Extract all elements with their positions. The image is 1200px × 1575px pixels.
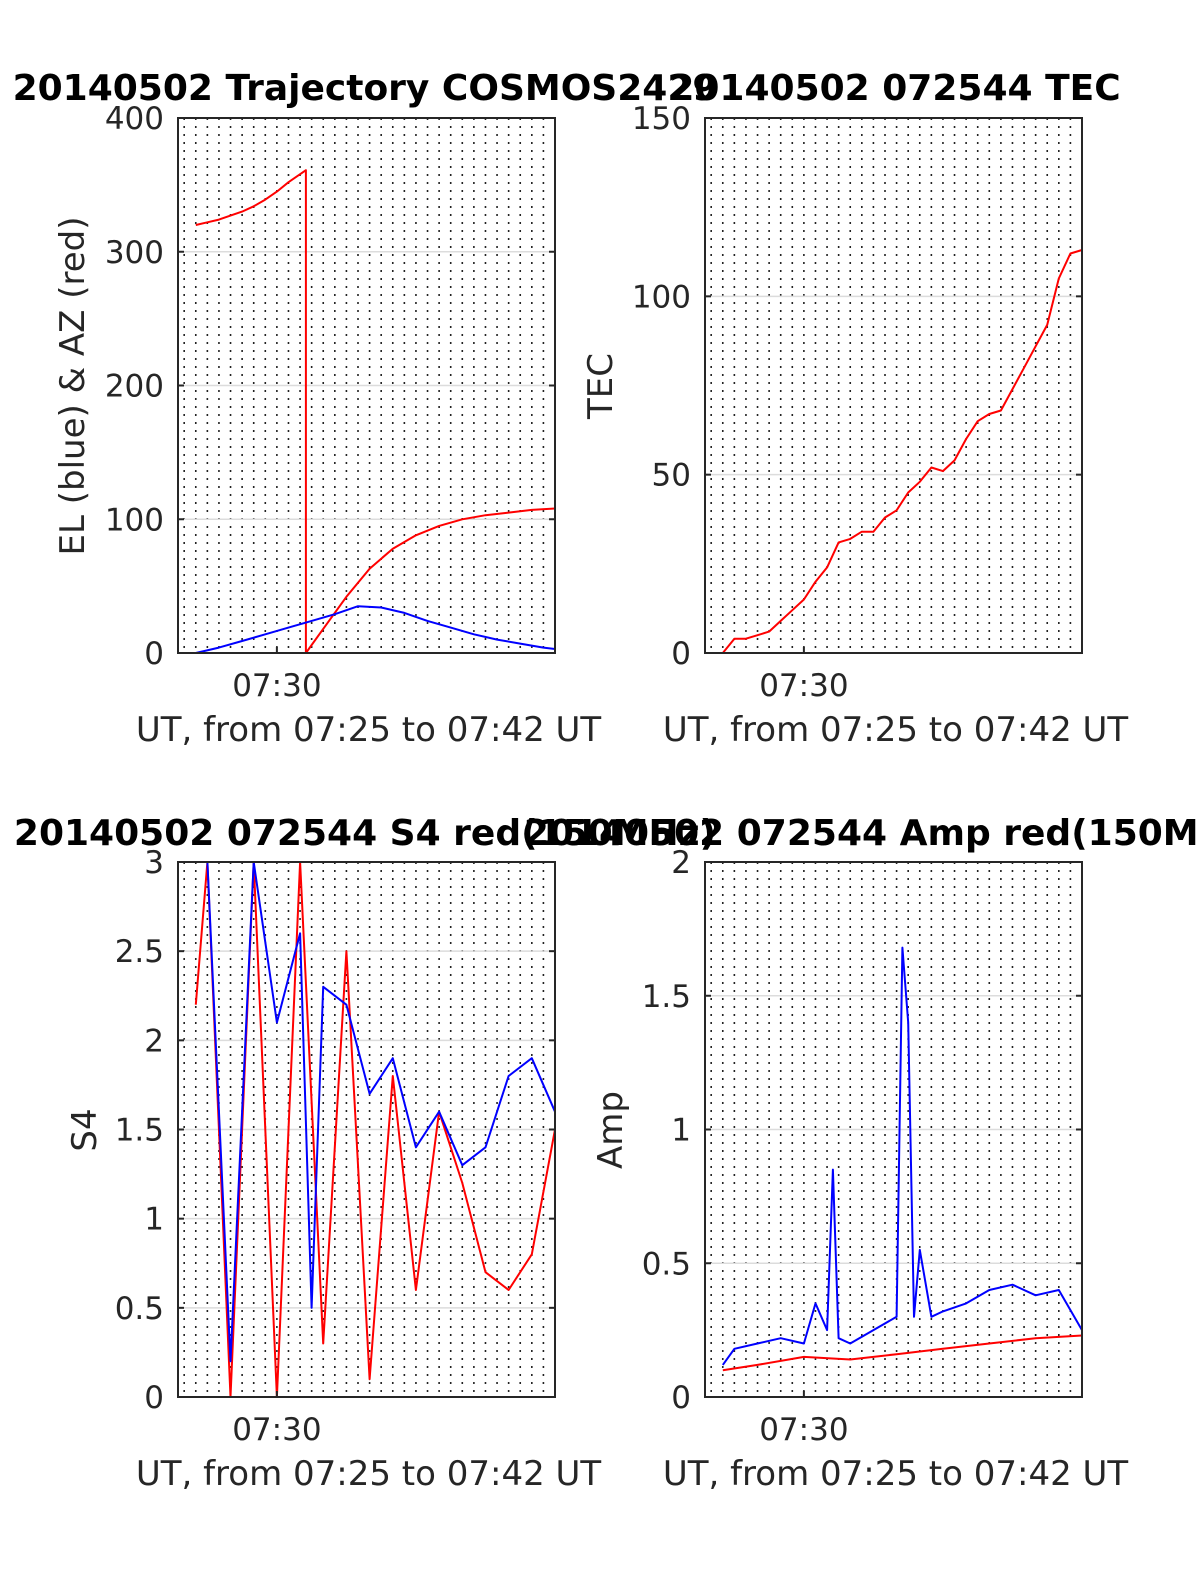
s4-x-ticks: 07:30 xyxy=(232,1391,322,1448)
y-tick-label: 0 xyxy=(144,1380,164,1416)
amp-plot-area xyxy=(721,946,1083,1372)
trajectory-x-axis-label: UT, from 07:25 to 07:42 UT xyxy=(136,710,602,750)
y-tick-label: 100 xyxy=(632,279,691,315)
series-line-1 xyxy=(195,605,556,654)
tec-panel: 0 50 100 150 07:30 20140502 072544 TEC UT, … xyxy=(581,68,1128,750)
s4-plot-area xyxy=(194,861,556,1398)
y-tick-label: 2.5 xyxy=(115,934,164,970)
tec-x-ticks: 07:30 xyxy=(759,647,849,704)
s4-panel: 0 0.5 1 1.5 2 2.5 3 07:30 20140502 072544 S4 r… xyxy=(14,813,716,1494)
y-tick-label: 300 xyxy=(105,235,164,271)
x-tick-label: 07:30 xyxy=(759,668,848,704)
x-tick-label: 07:30 xyxy=(232,1412,321,1448)
y-tick-label: 1 xyxy=(144,1202,164,1238)
y-tick-label: 0 xyxy=(671,636,691,672)
tec-y-axis-label: TEC xyxy=(581,353,621,420)
x-tick-label: 07:30 xyxy=(232,668,321,704)
y-tick-label: 2 xyxy=(671,845,691,881)
y-tick-label: 1 xyxy=(671,1113,691,1149)
y-tick-label: 400 xyxy=(105,101,164,137)
y-tick-label: 1.5 xyxy=(642,979,691,1015)
amp-panel: 0 0.5 1 1.5 2 07:30 20140502 072544 Amp red(… xyxy=(524,813,1200,1494)
y-tick-label: 150 xyxy=(632,101,691,137)
amp-grid xyxy=(705,861,1082,1398)
y-tick-label: 50 xyxy=(652,458,691,494)
s4-y-axis-label: S4 xyxy=(65,1108,105,1151)
s4-title: 20140502 072544 S4 red(150MHz) xyxy=(14,813,716,854)
tec-x-axis-label: UT, from 07:25 to 07:42 UT xyxy=(663,710,1129,750)
series-line-1 xyxy=(721,946,1083,1366)
tec-title: 20140502 072544 TEC xyxy=(669,68,1120,109)
amp-title: 20140502 072544 Amp red(150MHz) xyxy=(524,813,1200,854)
y-tick-label: 0 xyxy=(144,636,164,672)
amp-y-axis-label: Amp xyxy=(591,1091,631,1169)
trajectory-y-ticks: 0 100 200 300 400 xyxy=(105,101,555,672)
amp-x-axis-label: UT, from 07:25 to 07:42 UT xyxy=(663,1454,1129,1494)
y-tick-label: 200 xyxy=(105,369,164,405)
tec-axes-frame xyxy=(704,117,1083,654)
trajectory-title: 20140502 Trajectory COSMOS2429 xyxy=(13,68,718,109)
y-tick-label: 0.5 xyxy=(115,1291,164,1327)
series-line-1 xyxy=(195,861,556,1363)
tec-plot-area xyxy=(722,249,1083,654)
y-tick-label: 2 xyxy=(144,1023,164,1059)
series-line-0 xyxy=(722,1334,1083,1372)
y-tick-label: 0 xyxy=(671,1380,691,1416)
s4-grid xyxy=(178,861,555,1398)
amp-y-ticks: 0 0.5 1 1.5 2 xyxy=(642,845,1082,1416)
y-tick-label: 0.5 xyxy=(642,1246,691,1282)
y-tick-label: 3 xyxy=(144,845,164,881)
tec-y-ticks: 0 50 100 150 xyxy=(632,101,1082,672)
s4-x-axis-label: UT, from 07:25 to 07:42 UT xyxy=(136,1454,602,1494)
y-tick-label: 1.5 xyxy=(115,1113,164,1149)
s4-y-ticks: 0 0.5 1 1.5 2 2.5 3 xyxy=(115,845,555,1416)
trajectory-panel: 0 100 200 300 400 07:30 20140502 Trajectory … xyxy=(13,68,718,750)
series-line-0 xyxy=(722,249,1083,654)
amp-x-ticks: 07:30 xyxy=(759,1391,849,1448)
trajectory-y-axis-label: EL (blue) & AZ (red) xyxy=(53,216,93,555)
x-tick-label: 07:30 xyxy=(759,1412,848,1448)
trajectory-x-ticks: 07:30 xyxy=(232,647,322,704)
y-tick-label: 100 xyxy=(105,502,164,538)
